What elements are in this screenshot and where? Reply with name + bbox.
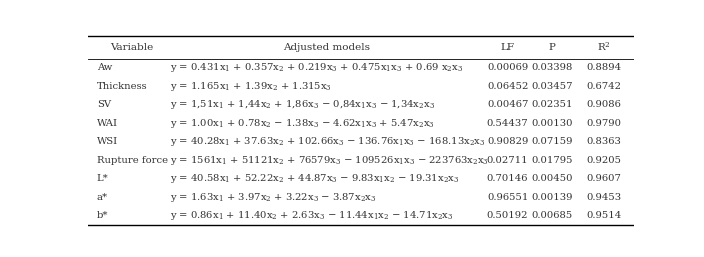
Text: 0.96551: 0.96551 xyxy=(487,192,528,201)
Text: 0.9205: 0.9205 xyxy=(586,156,622,165)
Text: Variable: Variable xyxy=(110,43,153,52)
Text: Thickness: Thickness xyxy=(96,82,147,91)
Text: 0.06452: 0.06452 xyxy=(487,82,528,91)
Text: WSI: WSI xyxy=(96,137,118,146)
Text: 0.8363: 0.8363 xyxy=(586,137,622,146)
Text: 0.8894: 0.8894 xyxy=(586,63,622,72)
Text: y = 0.86x$_1$ + 11.40x$_2$ + 2.63x$_3$ − 11.44x$_1$x$_2$ − 14.71x$_2$x$_3$: y = 0.86x$_1$ + 11.40x$_2$ + 2.63x$_3$ −… xyxy=(170,209,454,222)
Text: Aw: Aw xyxy=(96,63,112,72)
Text: y = 40.28x$_1$ + 37.63x$_2$ + 102.66x$_3$ − 136.76x$_1$x$_3$ − 168.13x$_2$x$_3$: y = 40.28x$_1$ + 37.63x$_2$ + 102.66x$_3… xyxy=(170,135,486,148)
Text: Rupture force: Rupture force xyxy=(96,156,168,165)
Text: 0.9790: 0.9790 xyxy=(586,119,622,128)
Text: 0.9607: 0.9607 xyxy=(586,174,622,183)
Text: b*: b* xyxy=(96,211,108,220)
Text: 0.00685: 0.00685 xyxy=(532,211,573,220)
Text: 0.02711: 0.02711 xyxy=(486,156,529,165)
Text: 0.02351: 0.02351 xyxy=(532,100,573,109)
Text: 0.00467: 0.00467 xyxy=(487,100,528,109)
Text: y = 40.58x$_1$ + 52.22x$_2$ + 44.87x$_3$ − 9.83x$_1$x$_2$ − 19.31x$_2$x$_3$: y = 40.58x$_1$ + 52.22x$_2$ + 44.87x$_3$… xyxy=(170,172,460,185)
Text: WAI: WAI xyxy=(96,119,118,128)
Text: R$^2$: R$^2$ xyxy=(597,41,611,53)
Text: y = 1.63x$_1$ + 3.97x$_2$ + 3.22x$_3$ − 3.87x$_2$x$_3$: y = 1.63x$_1$ + 3.97x$_2$ + 3.22x$_3$ − … xyxy=(170,191,377,204)
Text: y = 1561x$_1$ + 51121x$_2$ + 76579x$_3$ − 109526x$_1$x$_3$ − 223763x$_2$x$_3$: y = 1561x$_1$ + 51121x$_2$ + 76579x$_3$ … xyxy=(170,154,489,167)
Text: a*: a* xyxy=(96,192,108,201)
Text: 0.07159: 0.07159 xyxy=(532,137,573,146)
Text: Adjusted models: Adjusted models xyxy=(284,43,370,52)
Text: 0.9453: 0.9453 xyxy=(586,192,622,201)
Text: 0.00450: 0.00450 xyxy=(532,174,573,183)
Text: 0.00130: 0.00130 xyxy=(532,119,573,128)
Text: SV: SV xyxy=(96,100,111,109)
Text: 0.90829: 0.90829 xyxy=(487,137,528,146)
Text: y = 0.431x$_1$ + 0.357x$_2$ + 0.219x$_3$ + 0.475x$_1$x$_3$ + 0.69 x$_2$x$_3$: y = 0.431x$_1$ + 0.357x$_2$ + 0.219x$_3$… xyxy=(170,61,463,74)
Text: y = 1,51x$_1$ + 1,44x$_2$ + 1,86x$_3$ − 0,84x$_1$x$_3$ − 1,34x$_2$x$_3$: y = 1,51x$_1$ + 1,44x$_2$ + 1,86x$_3$ − … xyxy=(170,98,435,111)
Text: 0.70146: 0.70146 xyxy=(487,174,528,183)
Text: L*: L* xyxy=(96,174,108,183)
Text: y = 1.165x$_1$ + 1.39x$_2$ + 1.315x$_3$: y = 1.165x$_1$ + 1.39x$_2$ + 1.315x$_3$ xyxy=(170,80,332,93)
Text: 0.01795: 0.01795 xyxy=(532,156,573,165)
Text: 0.6742: 0.6742 xyxy=(586,82,622,91)
Text: 0.00069: 0.00069 xyxy=(487,63,528,72)
Text: P: P xyxy=(549,43,555,52)
Text: 0.03398: 0.03398 xyxy=(532,63,573,72)
Text: LF: LF xyxy=(501,43,515,52)
Text: y = 1.00x$_1$ + 0.78x$_2$ − 1.38x$_3$ − 4.62x$_1$x$_3$ + 5.47x$_2$x$_3$: y = 1.00x$_1$ + 0.78x$_2$ − 1.38x$_3$ − … xyxy=(170,117,435,130)
Text: 0.9086: 0.9086 xyxy=(586,100,622,109)
Text: 0.03457: 0.03457 xyxy=(532,82,573,91)
Text: 0.54437: 0.54437 xyxy=(486,119,529,128)
Text: 0.9514: 0.9514 xyxy=(586,211,622,220)
Text: 0.50192: 0.50192 xyxy=(487,211,528,220)
Text: 0.00139: 0.00139 xyxy=(532,192,573,201)
